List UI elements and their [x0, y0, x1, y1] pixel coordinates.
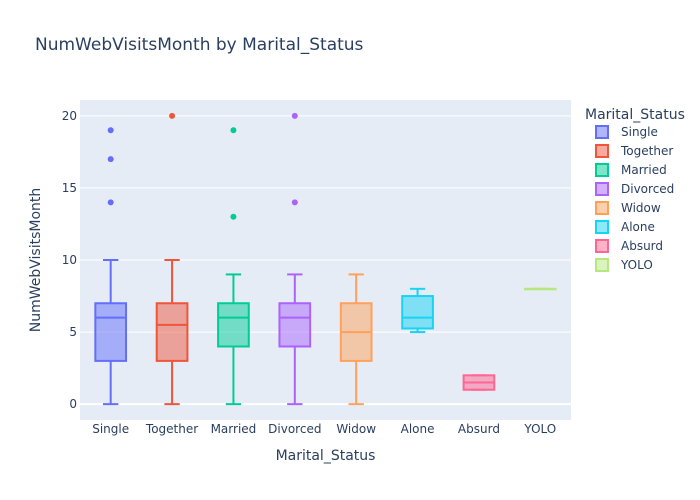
- y-tick-label: 0: [69, 397, 77, 411]
- iqr-box: [278, 302, 312, 348]
- box-series: [94, 112, 557, 406]
- legend-item-absurd[interactable]: Absurd: [595, 239, 663, 253]
- x-tick-label: Together: [145, 422, 198, 436]
- iqr-box: [155, 302, 189, 362]
- legend-label: Widow: [621, 201, 661, 215]
- box-divorced[interactable]: [278, 112, 312, 406]
- y-axis-title: NumWebVisitsMonth: [28, 188, 44, 333]
- chart-title: NumWebVisitsMonth by Marital_Status: [35, 35, 364, 55]
- legend-label: Alone: [621, 220, 655, 234]
- y-tick-label: 10: [62, 253, 77, 267]
- legend-item-together[interactable]: Together: [595, 144, 673, 158]
- box-absurd[interactable]: [462, 374, 496, 391]
- box-together[interactable]: [155, 112, 189, 406]
- legend-label: Together: [620, 144, 673, 158]
- x-tick-label: Alone: [401, 422, 435, 436]
- legend-swatch: [595, 258, 609, 272]
- box-single[interactable]: [94, 127, 128, 406]
- legend-item-married[interactable]: Married: [595, 163, 667, 177]
- y-tick-label: 20: [62, 109, 77, 123]
- x-axis-title: Marital_Status: [276, 448, 376, 464]
- legend-label: Divorced: [621, 182, 674, 196]
- x-tick-label: Absurd: [458, 422, 500, 436]
- legend-item-alone[interactable]: Alone: [595, 220, 655, 234]
- legend-swatch: [595, 182, 609, 196]
- outlier-point: [107, 199, 114, 206]
- legend-label: YOLO: [620, 258, 653, 272]
- iqr-box: [94, 302, 128, 362]
- box-yolo[interactable]: [523, 287, 557, 291]
- box-married[interactable]: [217, 127, 250, 406]
- legend-label: Single: [621, 125, 658, 139]
- outlier-point: [169, 112, 176, 119]
- legend-item-single[interactable]: Single: [595, 125, 658, 139]
- legend-label: Absurd: [621, 239, 663, 253]
- legend-label: Married: [621, 163, 667, 177]
- x-tick-label: Single: [92, 422, 129, 436]
- outlier-point: [107, 127, 114, 134]
- x-axis-ticks: Single Together Married Divorced Widow Alone A…: [92, 422, 556, 436]
- legend-item-divorced[interactable]: Divorced: [595, 182, 674, 196]
- box-alone[interactable]: [401, 287, 434, 334]
- x-tick-label: YOLO: [523, 422, 556, 436]
- box-widow[interactable]: [339, 273, 373, 406]
- legend-swatch: [595, 201, 609, 215]
- x-tick-label: Married: [211, 422, 257, 436]
- legend-title: Marital_Status: [585, 107, 685, 123]
- legend-swatch: [595, 239, 609, 253]
- legend-item-widow[interactable]: Widow: [595, 201, 661, 215]
- y-tick-label: 5: [69, 325, 77, 339]
- outlier-point: [230, 127, 237, 134]
- y-tick-label: 15: [62, 181, 77, 195]
- legend-item-yolo[interactable]: YOLO: [595, 258, 653, 272]
- iqr-box: [217, 302, 250, 348]
- legend-swatch: [595, 163, 609, 177]
- outlier-point: [291, 199, 298, 206]
- iqr-box: [401, 295, 434, 330]
- outlier-point: [291, 112, 298, 119]
- x-tick-label: Widow: [336, 422, 376, 436]
- y-axis-ticks: 0 5 10 15 20: [62, 109, 77, 411]
- legend-swatch: [595, 144, 609, 158]
- legend-swatch: [595, 220, 609, 234]
- legend-swatch: [595, 125, 609, 139]
- outlier-point: [107, 156, 114, 163]
- x-tick-label: Divorced: [268, 422, 321, 436]
- legend[interactable]: Single Together Married Divorced Widow Alone A…: [595, 125, 674, 272]
- outlier-point: [230, 213, 237, 220]
